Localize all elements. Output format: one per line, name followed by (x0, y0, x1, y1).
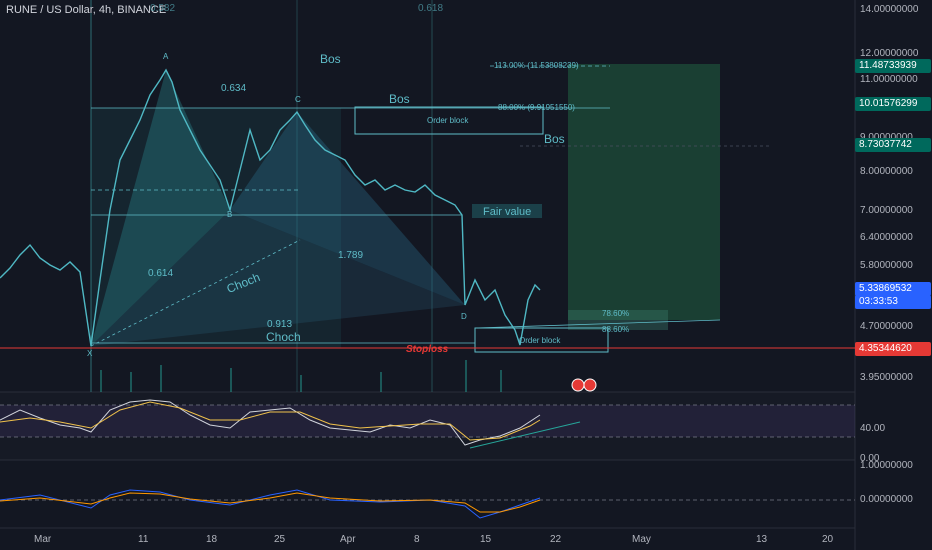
ratio-label: 0.582 (150, 3, 176, 14)
bos-label: Bos (389, 92, 410, 106)
price-axis-label: 7.00000000 (860, 205, 913, 216)
macd-axis-label: 1.00000000 (860, 460, 913, 471)
order-block-label: Order block (519, 336, 561, 345)
rsi-pane (0, 392, 855, 460)
date-axis-label: 20 (822, 534, 834, 545)
fib-level-label: 88.00% (9.91951550) (498, 103, 575, 112)
ratio-label: 0.618 (418, 3, 444, 14)
rsi-axis-label: 40.00 (860, 423, 886, 434)
price-axis-label: 9.00000000 (860, 132, 913, 143)
price-tag-target-3: 8.73037742 (855, 138, 931, 152)
rsi-axis-label: 0.00 (860, 453, 880, 464)
fib-level-label: 78.60% (602, 309, 630, 318)
price-tag-current: 5.33869532 (855, 282, 931, 296)
price-tag-target-2: 10.01576299 (855, 97, 931, 111)
ratio-label: 1.789 (338, 250, 364, 261)
pattern-point-c: C (295, 95, 301, 104)
macd-line (0, 489, 541, 519)
fib-level-label: 88.60% (602, 325, 630, 334)
pattern-point-x: X (87, 349, 93, 358)
order-block-label: Order block (427, 116, 469, 125)
date-axis-label: 8 (414, 534, 420, 545)
date-axis-label: 22 (550, 534, 562, 545)
date-axis-label: Apr (340, 534, 356, 545)
date-axis-label: May (632, 534, 651, 545)
order-block-lower (474, 327, 609, 353)
fair-value-zone (472, 204, 542, 218)
date-axis-label: 11 (138, 534, 149, 545)
price-line (0, 68, 541, 347)
date-axis-label: 18 (206, 534, 218, 545)
event-flag-icon (571, 378, 597, 392)
target-zone (568, 64, 720, 320)
countdown-timer: 03:33:53 (855, 295, 931, 309)
date-axis-label: 15 (480, 534, 492, 545)
date-axis-label: 13 (756, 534, 768, 545)
date-axis-label: Mar (34, 534, 52, 545)
macd-pane (0, 460, 855, 528)
price-axis-label: 3.95000000 (860, 372, 913, 383)
price-tag-stoploss: 4.35344620 (855, 342, 931, 356)
price-axis-label: 12.00000000 (860, 48, 919, 59)
bos-label: Bos (320, 52, 341, 66)
rsi-line (0, 399, 541, 446)
stoploss-label: Stoploss (406, 344, 449, 355)
chart-title: RUNE / US Dollar, 4h, BINANCE (6, 4, 167, 16)
pattern-point-d: D (461, 312, 467, 321)
choch-label: Choch (266, 330, 301, 344)
fair-value-label: Fair value (483, 206, 532, 218)
pattern-point-a: A (163, 52, 169, 61)
fib-level-label: 113.00% (11.53808239) (494, 61, 579, 70)
date-axis-label: 25 (274, 534, 286, 545)
price-axis-label: 4.70000000 (860, 321, 913, 332)
ratio-label: 0.634 (221, 83, 247, 94)
price-axis-label: 5.80000000 (860, 260, 913, 271)
volume-bars (100, 360, 502, 392)
price-axis-label: 6.40000000 (860, 232, 913, 243)
price-tag-target-1: 11.48733939 (855, 59, 931, 73)
harmonic-bcd (230, 112, 465, 305)
price-axis-label: 8.00000000 (860, 166, 913, 177)
macd-axis-label: 0.00000000 (860, 494, 913, 505)
ratio-label: 0.614 (148, 268, 174, 279)
price-axis-label: 14.00000000 (860, 4, 919, 15)
bos-label: Bos (544, 132, 565, 146)
pattern-point-b: B (227, 210, 233, 219)
ratio-label: 0.913 (267, 319, 293, 330)
order-block-upper (354, 106, 544, 135)
price-axis-label: 11.00000000 (860, 74, 918, 85)
